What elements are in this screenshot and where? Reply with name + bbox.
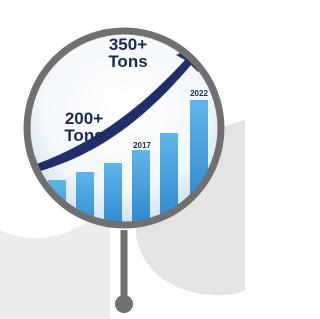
callout-unit: Tons [64,126,103,145]
handle-knob [115,295,133,313]
page: {"callouts": [{"amount": "350+", "unit":… [0,0,245,319]
illustration: 350+ Tons 200+ Tons 2017 2022 [0,0,245,319]
year-label: 2022 [190,89,208,98]
callout-unit: Tons [108,52,147,71]
year-label: 2017 [133,141,151,150]
